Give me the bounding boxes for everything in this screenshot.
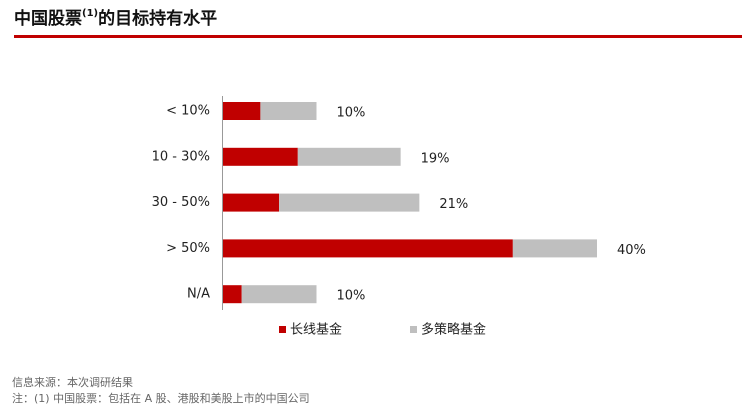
total-label: 10% [337, 106, 366, 121]
bar-segment [223, 285, 242, 304]
title-rest: 的目标持有水平 [98, 8, 217, 29]
chart-title: 中国股票(1)的目标持有水平 [14, 8, 217, 29]
bar-segment [260, 102, 317, 120]
y-tick-label: N/A [187, 287, 210, 302]
bar-segment [512, 239, 597, 258]
y-tick-label: < 10% [166, 104, 210, 119]
bar-segment [223, 193, 280, 212]
y-tick-label: 30 - 50% [152, 195, 210, 210]
y-tick-label: 10 - 30% [152, 149, 210, 164]
bar-segment [297, 147, 401, 166]
title-sup: (1) [82, 8, 98, 19]
bar-segment [223, 239, 513, 258]
legend-swatch [410, 326, 417, 333]
note: 信息来源：本次调研结果 [12, 375, 133, 389]
legend-label: 长线基金 [290, 322, 342, 338]
total-label: 40% [617, 243, 646, 258]
bar-segment [223, 147, 298, 166]
legend-swatch [279, 326, 286, 333]
bar-segment [279, 193, 420, 212]
legend-label: 多策略基金 [421, 322, 486, 338]
total-label: 10% [337, 289, 366, 304]
title-main: 中国股票 [14, 8, 82, 29]
note: 注：(1) 中国股票：包括在 A 股、港股和美股上市的中国公司 [12, 391, 310, 405]
total-label: 19% [421, 151, 450, 166]
bar-segment [241, 285, 317, 304]
bar-segment [223, 102, 261, 120]
y-tick-label: > 50% [166, 241, 210, 256]
total-label: 21% [439, 197, 468, 212]
title-rule [14, 35, 742, 38]
